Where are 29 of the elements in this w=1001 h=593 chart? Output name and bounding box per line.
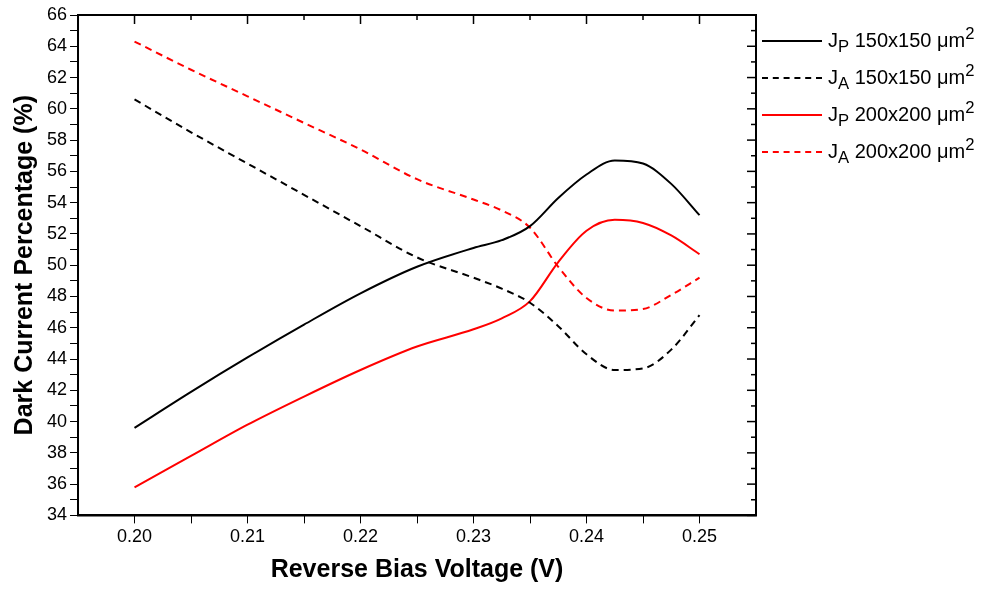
x-tick-label: 0.22 — [342, 526, 379, 547]
y-tick-label: 38 — [46, 441, 68, 462]
y-axis-title: Dark Current Percentage (%) — [8, 95, 37, 436]
y-tick-label: 44 — [46, 347, 68, 368]
x-tick-label: 0.20 — [117, 526, 153, 547]
y-tick-label: 66 — [46, 3, 68, 24]
x-tick-label: 0.23 — [455, 526, 492, 547]
y-tick-label: 52 — [46, 222, 68, 243]
legend-label: J$_{A}$ 200x200 μm$^{2}$ — [828, 135, 975, 168]
y-tick-label: 40 — [46, 410, 68, 431]
y-tick-label: 60 — [46, 97, 68, 118]
x-tick-label: 0.21 — [229, 526, 266, 547]
y-tick-label: 48 — [46, 285, 68, 306]
y-tick-label: 50 — [46, 254, 68, 275]
y-tick-label: 34 — [46, 504, 68, 525]
y-tick-label: 46 — [46, 316, 68, 337]
legend-label: J$_{A}$ 150x150 μm$^{2}$ — [828, 61, 975, 94]
y-tick-label: 42 — [46, 379, 68, 400]
y-tick-label: 54 — [46, 191, 68, 212]
y-tick-label: 36 — [46, 473, 68, 494]
y-tick-label: 56 — [46, 160, 68, 181]
legend-label: J$_{P}$ 200x200 μm$^{2}$ — [828, 98, 975, 131]
x-tick-label: 0.25 — [681, 526, 718, 547]
x-axis-title: Reverse Bias Voltage (V) — [270, 553, 564, 582]
x-tick-label: 0.24 — [568, 526, 605, 547]
y-tick-label: 64 — [46, 35, 68, 56]
y-tick-label: 58 — [46, 129, 68, 150]
legend-label: J$_{P}$ 150x150 μm$^{2}$ — [828, 24, 975, 57]
y-tick-label: 62 — [46, 66, 68, 87]
